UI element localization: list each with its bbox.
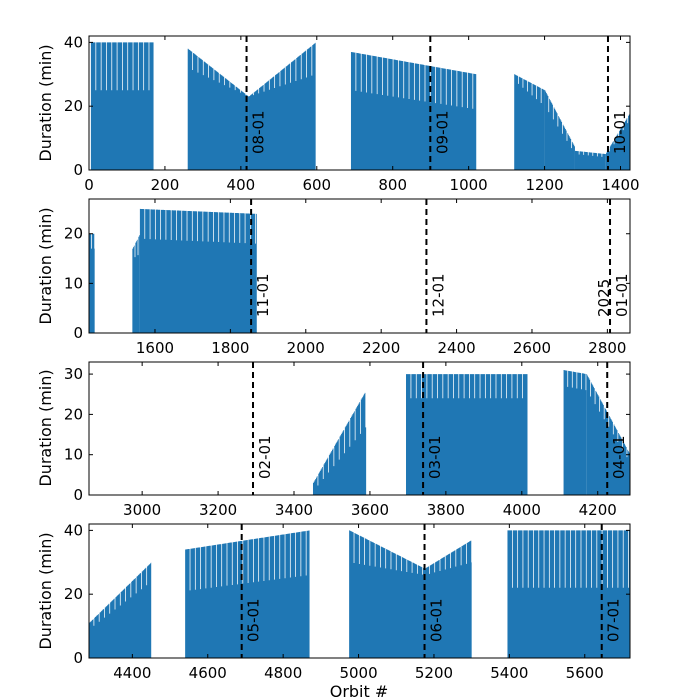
x-tick-label: 2400 xyxy=(437,339,475,357)
x-tick-label: 3800 xyxy=(427,501,465,519)
bar-segment xyxy=(90,42,154,170)
ylabel-panel-1: Duration (min) xyxy=(36,44,55,161)
y-tick-label: 20 xyxy=(64,585,83,603)
x-tick-label: 4400 xyxy=(113,664,151,682)
panel-3: 3000 3200 3400 3600 3800 4000 4200 0 10 20 30 02-01… xyxy=(64,361,631,519)
bar-segment xyxy=(187,48,249,171)
bar-segment xyxy=(406,374,528,495)
ylabel-panel-4: Duration (min) xyxy=(36,532,55,649)
axes-frame xyxy=(88,361,631,496)
y-tick-label: 40 xyxy=(64,33,83,51)
bar-segment xyxy=(424,540,472,658)
x-tick-label: 4200 xyxy=(579,501,617,519)
y-tick-label: 10 xyxy=(64,446,83,464)
xlabel: Orbit # xyxy=(330,682,389,700)
bar-segment xyxy=(574,150,606,170)
x-tick-label: 3000 xyxy=(123,501,161,519)
y-tick-label: 10 xyxy=(64,274,83,292)
month-line-label: 2025 xyxy=(595,279,613,317)
bar-segment xyxy=(132,235,140,333)
x-tick-label: 2000 xyxy=(287,339,325,357)
bar-segment xyxy=(312,392,367,495)
x-tick-label: 200 xyxy=(151,176,180,194)
month-line-label: 04-01 xyxy=(610,435,628,479)
x-tick-label: 3400 xyxy=(275,501,313,519)
x-tick-label: 5600 xyxy=(566,664,604,682)
x-tick-label: 1200 xyxy=(525,176,563,194)
bar-segment xyxy=(185,530,310,658)
bar-segment xyxy=(139,208,257,333)
ylabel-panel-3: Duration (min) xyxy=(36,369,55,486)
month-line-label: 06-01 xyxy=(428,598,446,642)
bar-segment xyxy=(89,562,152,658)
x-tick-label: 2600 xyxy=(513,339,551,357)
x-tick-label: 1800 xyxy=(211,339,249,357)
bar-segment xyxy=(507,530,630,658)
month-line-label: 05-01 xyxy=(245,598,263,642)
bar-segment xyxy=(248,42,316,170)
month-line-label: 10-01 xyxy=(611,110,629,154)
bar-segment xyxy=(514,74,545,170)
x-tick-label: 600 xyxy=(302,176,331,194)
y-tick-label: 30 xyxy=(64,365,83,383)
month-line-label: 09-01 xyxy=(433,110,451,154)
month-line-label: 07-01 xyxy=(605,598,623,642)
x-tick-label: 5400 xyxy=(490,664,528,682)
panel-4: 4400 4600 4800 5000 5200 5400 5600 0 20 40 05-01 06… xyxy=(64,521,631,682)
month-line-label: 02-01 xyxy=(256,435,274,479)
axes-frame xyxy=(88,198,631,334)
bar-segment xyxy=(563,370,587,495)
x-tick-label: 1600 xyxy=(136,339,174,357)
x-tick-label: 1000 xyxy=(450,176,488,194)
month-line-label: 11-01 xyxy=(254,273,272,317)
bar-segment xyxy=(350,51,477,171)
bar-segment xyxy=(605,113,630,170)
y-tick-label: 20 xyxy=(64,97,83,115)
ylabel-panel-2: Duration (min) xyxy=(36,207,55,324)
y-tick-label: 40 xyxy=(64,521,83,539)
month-line-label: 08-01 xyxy=(250,110,268,154)
panel-1: 0 200 400 600 800 1000 1200 1400 0 20 40 08-01 09-01… xyxy=(64,33,640,194)
x-tick-label: 3200 xyxy=(199,501,237,519)
x-tick-label: 2800 xyxy=(588,339,626,357)
x-tick-label: 5200 xyxy=(415,664,453,682)
x-tick-label: 400 xyxy=(227,176,256,194)
x-tick-label: 4000 xyxy=(503,501,541,519)
y-tick-label: 0 xyxy=(73,649,83,667)
x-tick-label: 0 xyxy=(84,176,94,194)
y-tick-label: 20 xyxy=(64,225,83,243)
month-line-label: 03-01 xyxy=(426,435,444,479)
x-tick-label: 2200 xyxy=(362,339,400,357)
bar-segment xyxy=(544,90,575,170)
y-tick-label: 0 xyxy=(73,486,83,504)
month-line-label: 01-01 xyxy=(613,273,631,317)
y-tick-label: 0 xyxy=(73,324,83,342)
panel-2: 1600 1800 2000 2200 2400 2600 2800 0 10 20 11-01 12… xyxy=(64,198,631,357)
y-tick-label: 0 xyxy=(73,161,83,179)
x-tick-label: 3600 xyxy=(351,501,389,519)
y-tick-label: 20 xyxy=(64,405,83,423)
bar-segment xyxy=(349,530,425,658)
x-tick-label: 800 xyxy=(378,176,407,194)
axes-frame xyxy=(88,523,631,659)
x-tick-label: 1400 xyxy=(601,176,639,194)
x-tick-label: 4800 xyxy=(264,664,302,682)
x-tick-label: 5000 xyxy=(339,664,377,682)
month-line-label: 12-01 xyxy=(429,273,447,317)
axes-frame xyxy=(88,35,631,171)
x-tick-label: 4600 xyxy=(189,664,227,682)
